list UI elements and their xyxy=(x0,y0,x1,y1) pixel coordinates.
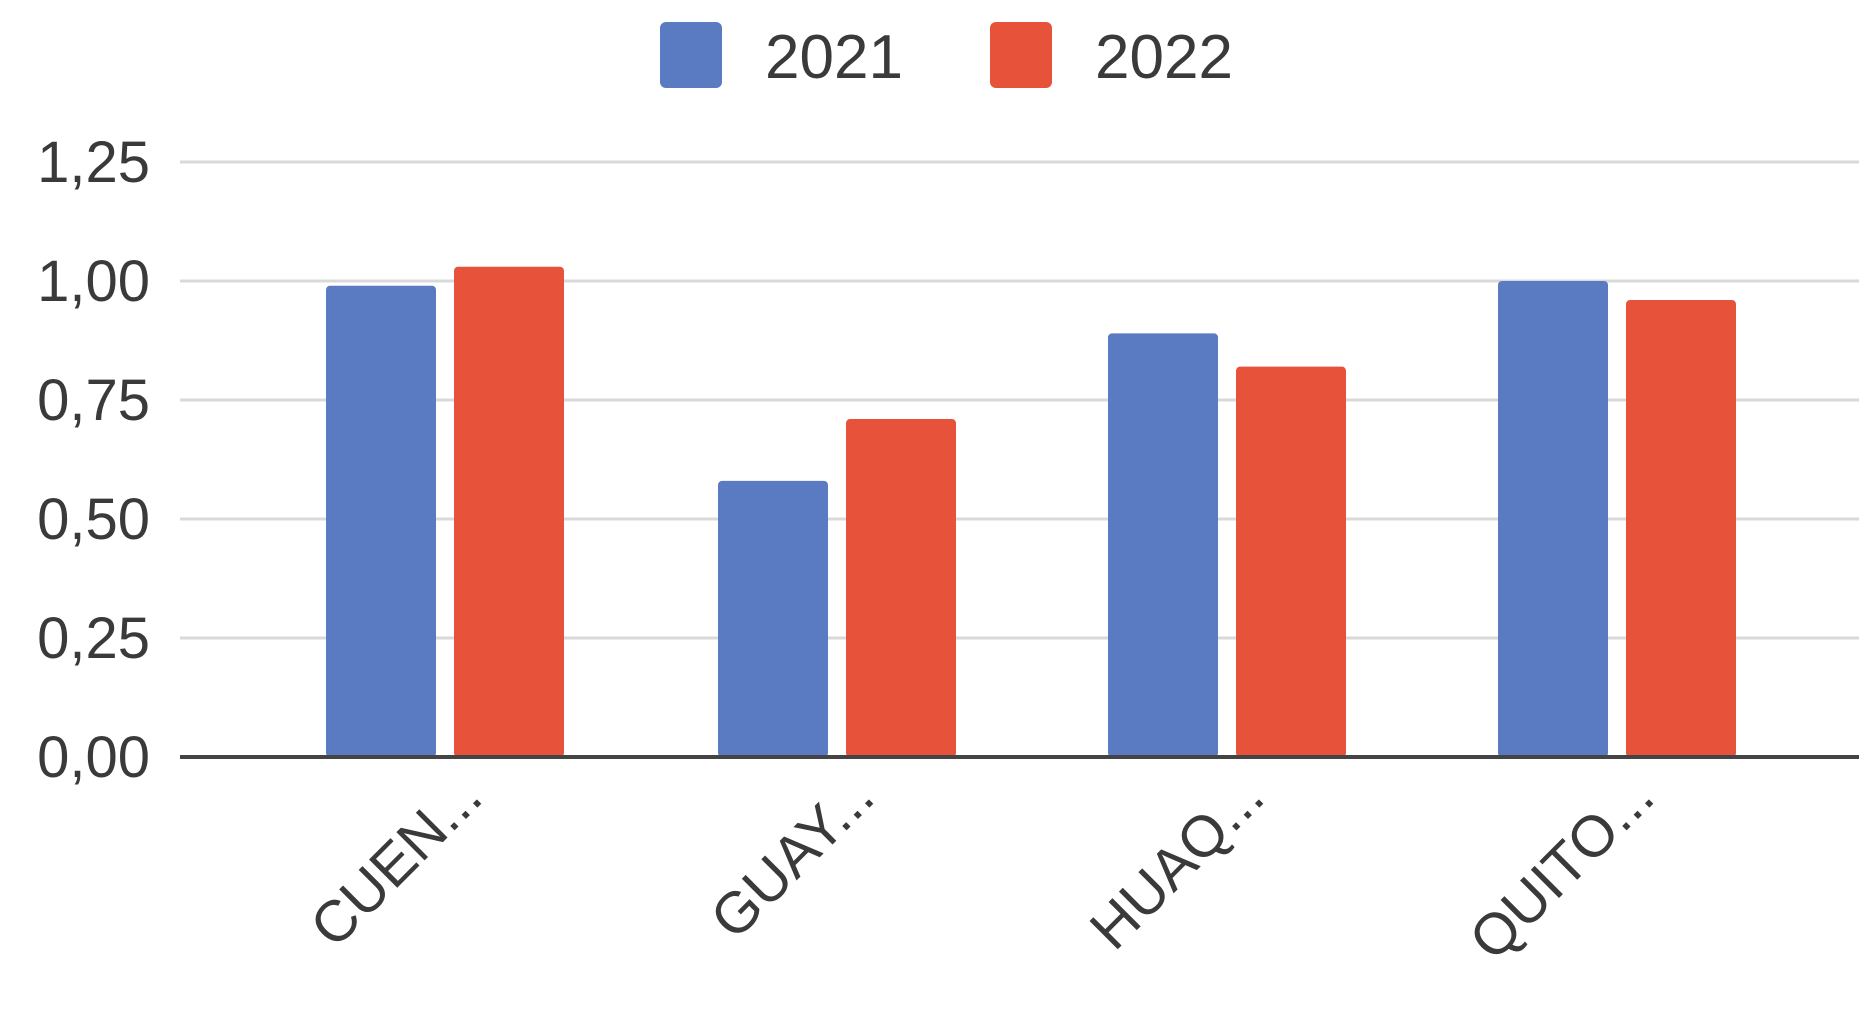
bar-2022-3 xyxy=(1626,300,1736,757)
bar-2021-0 xyxy=(326,285,436,757)
bar-2022-2 xyxy=(1236,366,1346,757)
y-tick-label: 1,00 xyxy=(37,249,150,314)
x-tick-label: GUAY... xyxy=(698,763,886,951)
bar-2021-1 xyxy=(718,480,828,757)
bar-2022-1 xyxy=(846,419,956,757)
y-tick-label: 0,50 xyxy=(37,487,150,552)
x-axis-labels: CUEN... GUAY... HUAQ... QUITO... xyxy=(298,763,1666,972)
x-tick-label: HUAQ... xyxy=(1078,763,1277,962)
legend-label: 2021 xyxy=(765,23,903,92)
bar-2021-2 xyxy=(1108,333,1218,757)
bars xyxy=(326,266,1736,757)
y-tick-label: 1,25 xyxy=(37,130,150,195)
x-tick-label: CUEN... xyxy=(298,763,494,959)
x-tick-label: QUITO... xyxy=(1457,763,1666,972)
legend: 2021 2022 xyxy=(660,22,1233,92)
y-axis: 0,00 0,25 0,50 0,75 1,00 1,25 xyxy=(37,130,150,790)
bar-2022-0 xyxy=(454,266,564,757)
legend-label: 2022 xyxy=(1095,23,1233,92)
y-tick-label: 0,00 xyxy=(37,725,150,790)
y-tick-label: 0,25 xyxy=(37,606,150,671)
legend-swatch-2021 xyxy=(660,22,722,88)
y-tick-label: 0,75 xyxy=(37,368,150,433)
bar-2021-3 xyxy=(1498,281,1608,757)
legend-swatch-2022 xyxy=(990,22,1052,88)
